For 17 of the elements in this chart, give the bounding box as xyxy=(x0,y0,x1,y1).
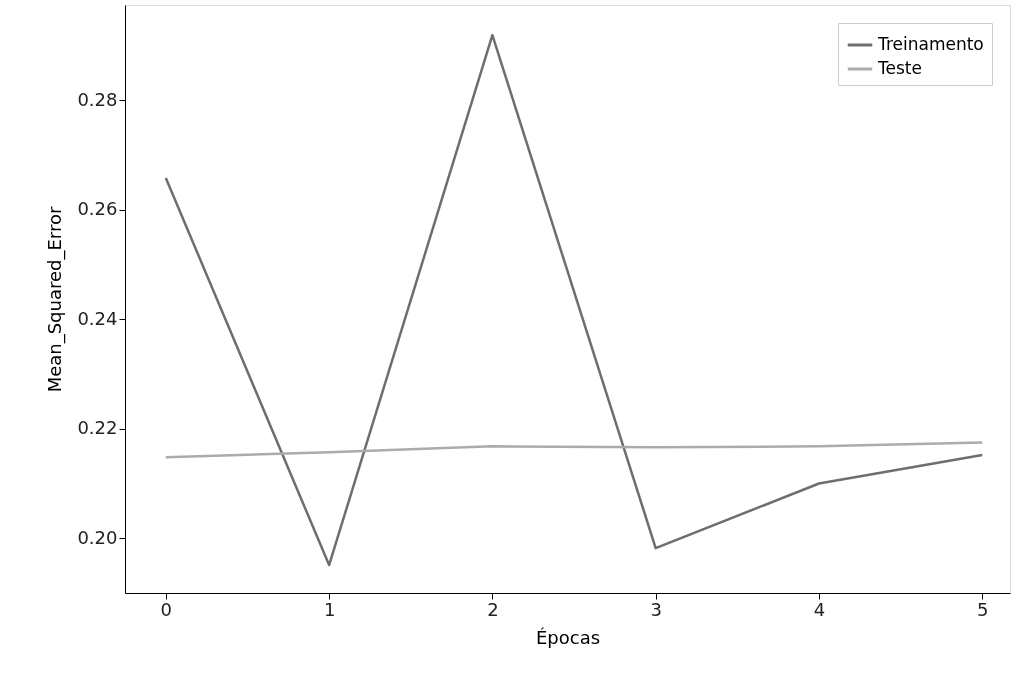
x-tick-label: 2 xyxy=(487,598,499,620)
legend-label: Teste xyxy=(877,58,922,78)
y-tick-label: 0.24 xyxy=(77,307,118,329)
x-axis-title: Épocas xyxy=(535,626,601,648)
legend-label: Treinamento xyxy=(877,34,984,54)
x-tick-label: 4 xyxy=(813,598,826,620)
line-series xyxy=(164,441,984,459)
y-axis-title: Mean_Squared_Error xyxy=(44,206,67,393)
x-tick-label: 5 xyxy=(977,598,989,620)
y-tick-label: 0.28 xyxy=(77,88,118,110)
y-tick-label: 0.22 xyxy=(77,417,118,439)
x-tick-label: 3 xyxy=(650,598,662,620)
x-tick-label: 1 xyxy=(323,598,336,620)
y-tick-label: 0.20 xyxy=(77,526,118,548)
y-tick-label: 0.26 xyxy=(77,198,118,220)
x-tick-label: 0 xyxy=(160,598,173,620)
line-series xyxy=(164,33,984,567)
